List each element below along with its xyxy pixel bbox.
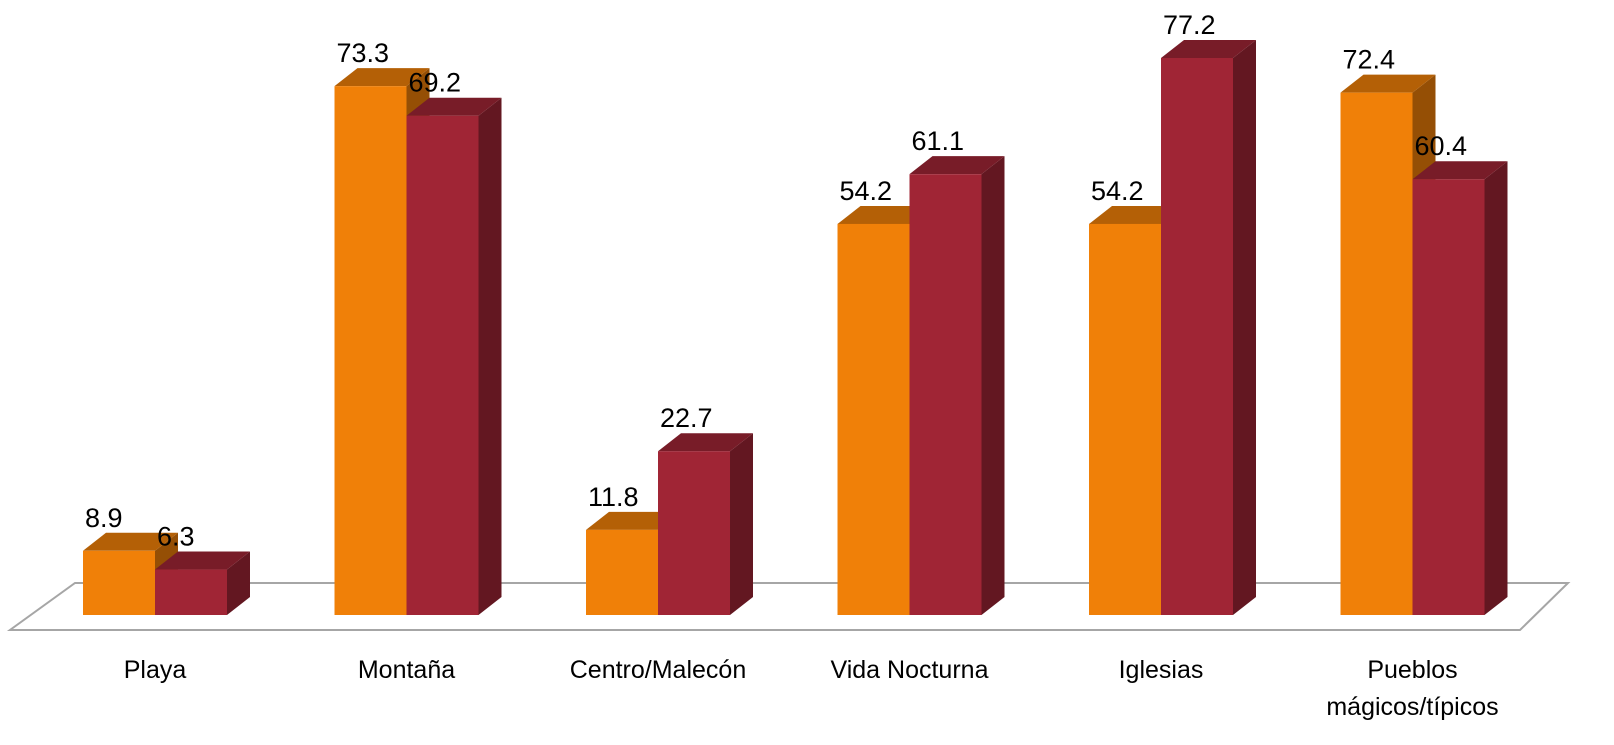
bar: [658, 451, 730, 615]
bar: [1412, 179, 1485, 615]
bar-side: [1484, 161, 1508, 615]
bar: [837, 223, 910, 615]
bar-side: [730, 433, 753, 615]
x-tick-label: Montaña: [357, 656, 456, 684]
bar-side: [1233, 40, 1256, 615]
data-label: 77.2: [1163, 10, 1216, 40]
x-tick-label: Centro/Malecón: [569, 656, 747, 684]
bar-top: [334, 68, 430, 87]
bar: [1161, 58, 1233, 615]
x-tick-label: Iglesias: [1118, 656, 1204, 684]
bar-top: [1089, 205, 1184, 224]
data-label: 61.1: [912, 126, 965, 156]
bar-top: [155, 551, 250, 570]
data-label: 54.2: [840, 176, 893, 206]
bar: [909, 174, 982, 615]
bar-side: [227, 551, 250, 615]
floor: [6, 582, 1571, 631]
bar-top: [83, 532, 178, 551]
bar-top: [1340, 74, 1436, 93]
x-tick-label: Vida Nocturna: [830, 656, 989, 684]
bar-top: [1412, 161, 1508, 180]
bar: [155, 569, 227, 615]
x-tick-label: Playa: [123, 656, 187, 684]
bar: [334, 86, 407, 615]
x-tick-label: Pueblos mágicos/típicos: [1326, 656, 1499, 721]
bar-top: [406, 97, 502, 116]
bar: [1340, 92, 1413, 615]
data-label: 69.2: [409, 68, 462, 98]
bar: [83, 550, 155, 615]
bar: [586, 529, 658, 615]
data-label: 54.2: [1091, 176, 1144, 206]
bar-top: [837, 205, 933, 224]
data-label: 73.3: [337, 38, 390, 68]
bar: [1089, 223, 1161, 615]
data-label: 8.9: [85, 503, 123, 533]
bar-top: [1161, 40, 1256, 58]
bar-top: [658, 433, 753, 452]
data-label: 72.4: [1343, 45, 1396, 75]
data-label: 11.8: [588, 482, 639, 512]
bar-top: [909, 156, 1005, 175]
bar-side: [981, 156, 1005, 615]
bar: [406, 115, 479, 615]
bar-top: [586, 511, 681, 530]
data-label: 6.3: [157, 522, 195, 552]
bar-side: [478, 97, 502, 615]
data-label: 22.7: [660, 403, 713, 433]
data-label: 60.4: [1415, 131, 1468, 161]
